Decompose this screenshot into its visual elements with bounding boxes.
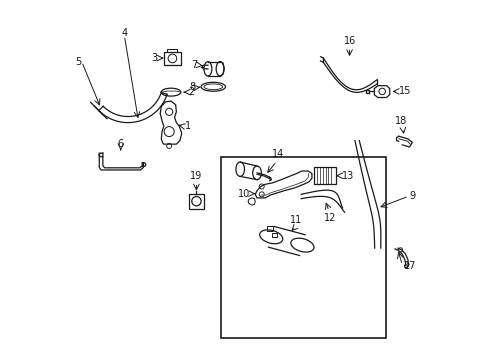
Text: 6: 6 [118, 139, 123, 149]
Bar [314, 167, 335, 184]
Text: 10: 10 [237, 189, 249, 199]
Bar [163, 51, 181, 65]
Text: 19: 19 [190, 171, 202, 181]
Text: 13: 13 [341, 171, 354, 181]
Text: 5: 5 [75, 57, 81, 67]
Text: 9: 9 [408, 191, 415, 201]
Text: 11: 11 [290, 215, 302, 225]
Text: 12: 12 [323, 213, 335, 223]
Text: 8: 8 [189, 82, 195, 93]
Text: 7: 7 [191, 60, 198, 70]
Text: 2: 2 [188, 87, 194, 97]
Text: 17: 17 [403, 261, 416, 271]
Text: 14: 14 [272, 149, 284, 159]
Text: 4: 4 [121, 28, 127, 38]
Text: 16: 16 [344, 36, 356, 45]
Text: 15: 15 [399, 86, 411, 96]
Text: 18: 18 [395, 116, 407, 126]
Bar [221, 157, 386, 338]
Text: 1: 1 [184, 121, 191, 131]
Text: 3: 3 [151, 53, 158, 63]
Bar [188, 194, 203, 209]
